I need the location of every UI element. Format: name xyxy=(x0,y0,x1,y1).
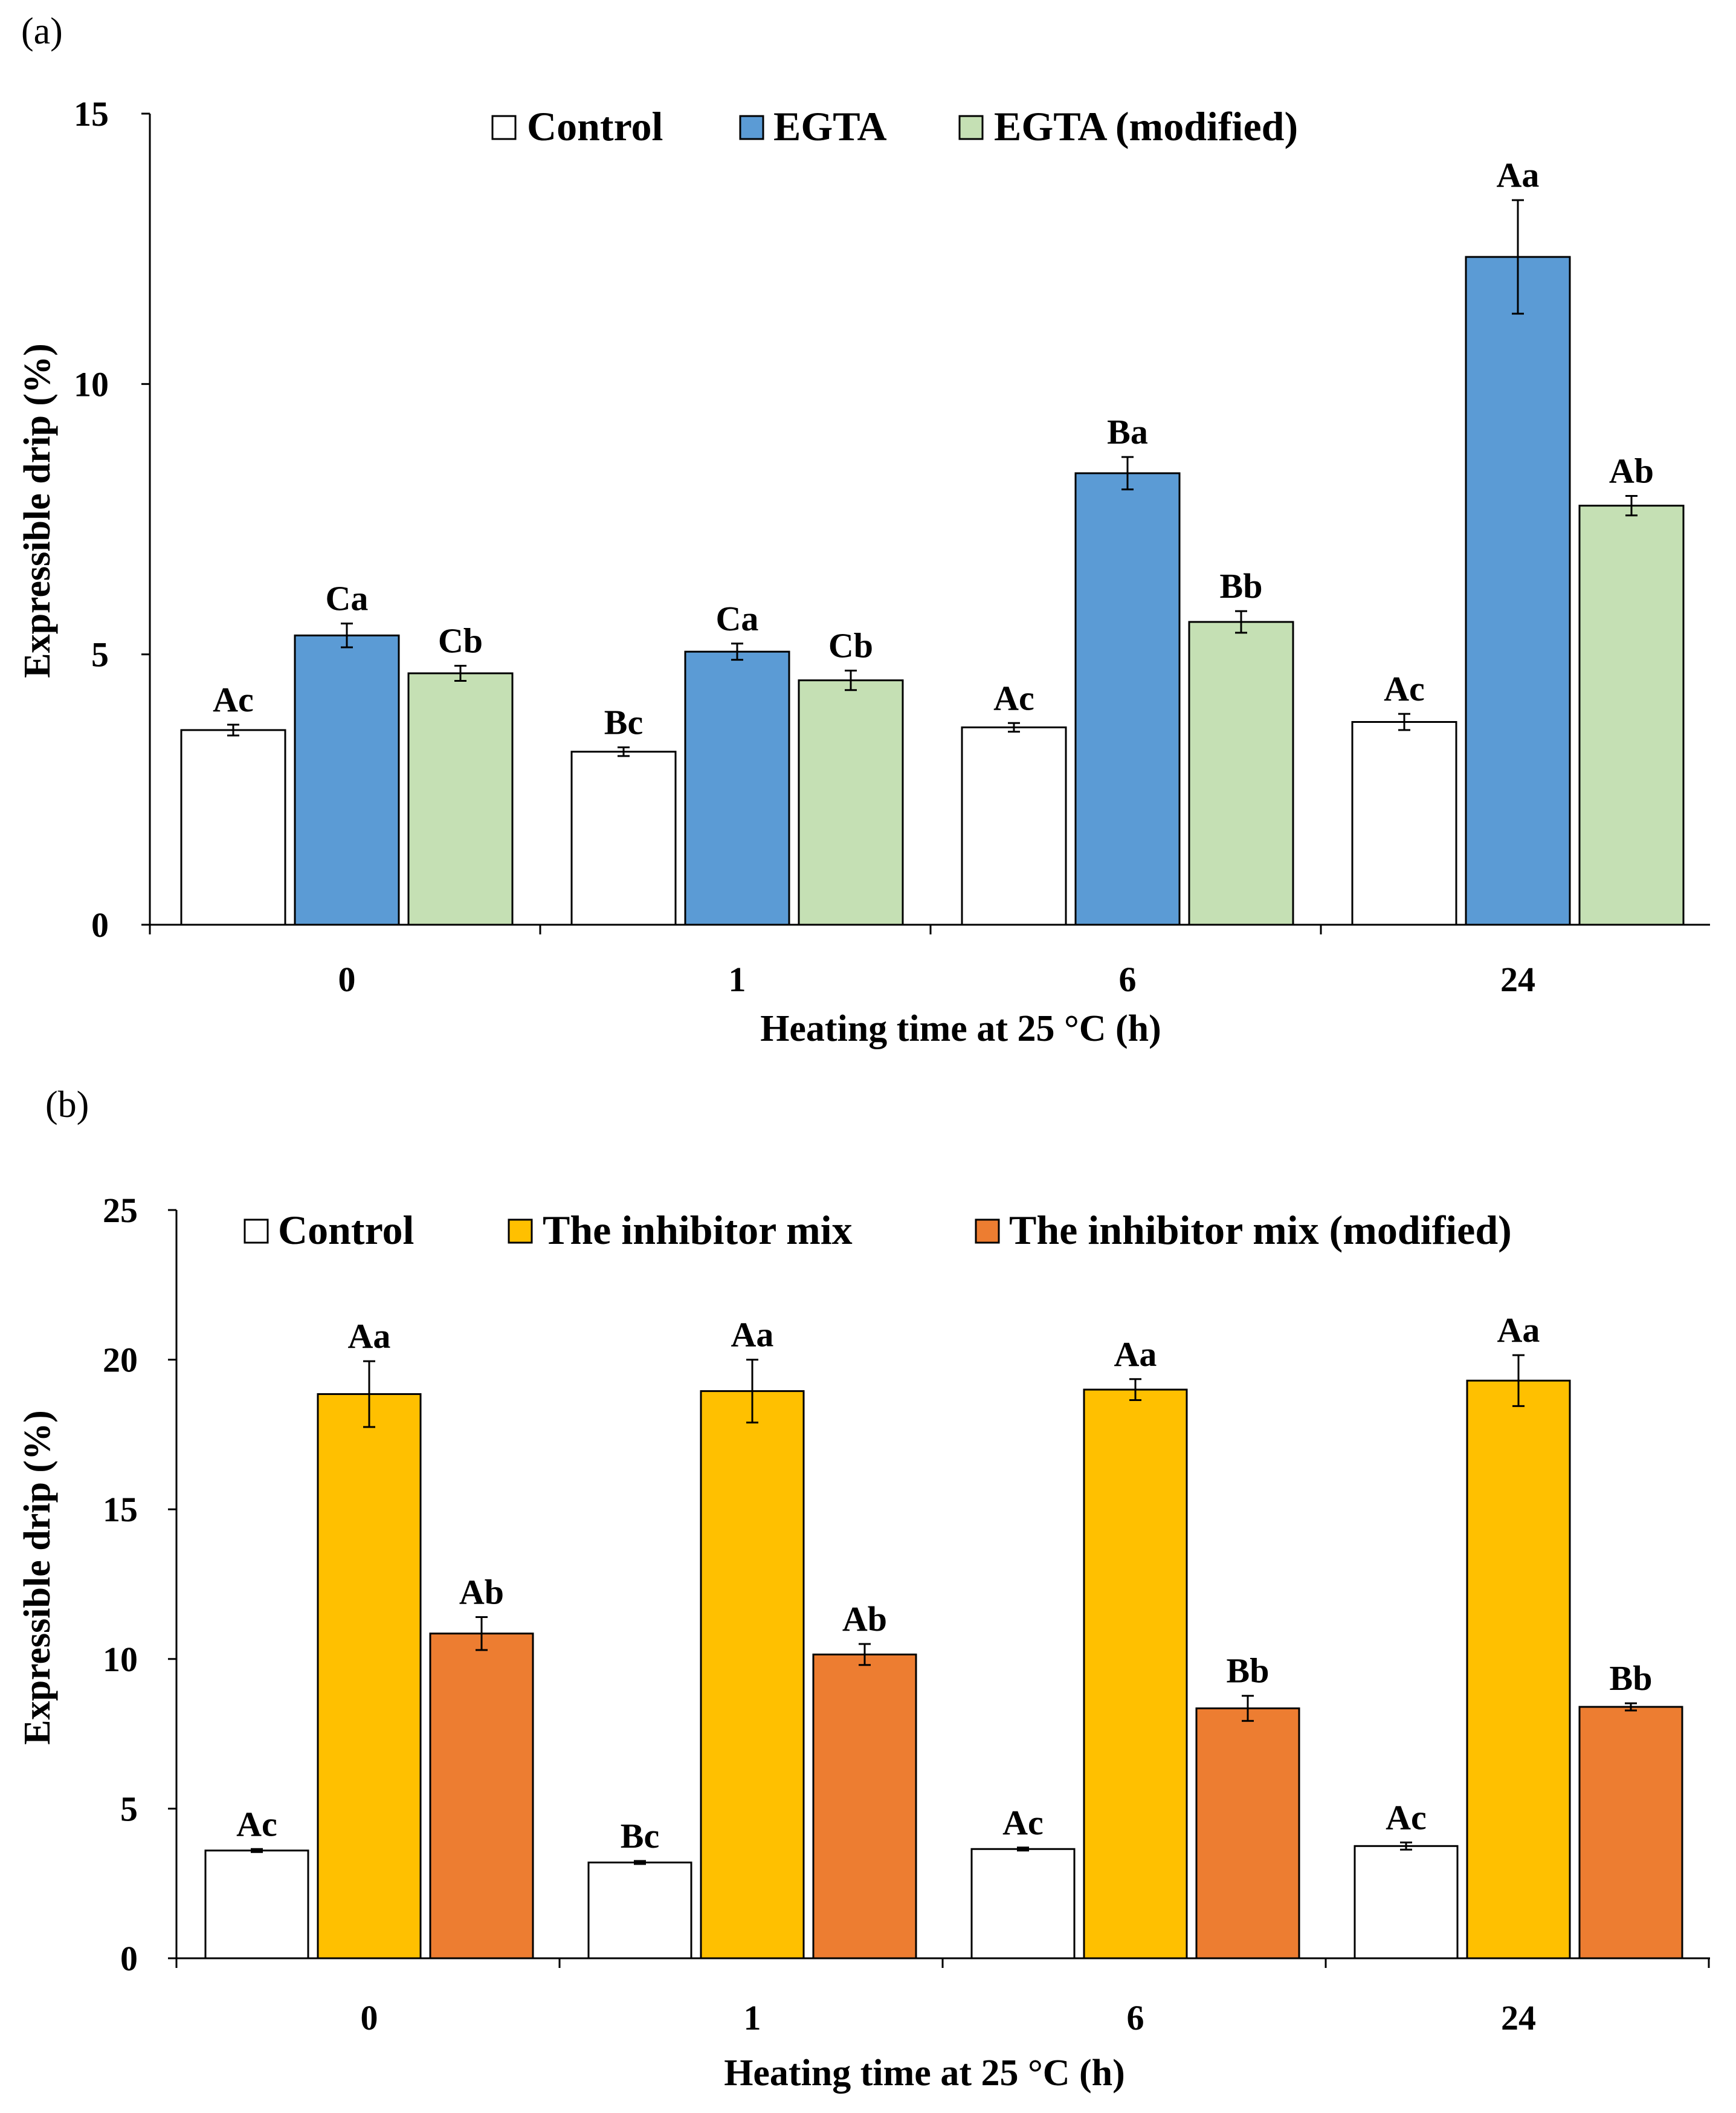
y-tick-label-b: 10 xyxy=(103,1640,138,1679)
legend-a: Control EGTA EGTA (modified) xyxy=(491,103,1298,149)
significance-label-a: Ca xyxy=(326,579,369,618)
x-tick-label-b: 24 xyxy=(1501,1998,1536,2037)
significance-label-a: Ca xyxy=(716,599,759,638)
significance-label-a: Ac xyxy=(213,680,254,719)
x-tick-label-b: 0 xyxy=(361,1998,378,2037)
bar-b-s0-c3 xyxy=(1354,1845,1459,1959)
legend-swatch-control-a xyxy=(491,115,517,140)
significance-label-a: Bb xyxy=(1220,566,1263,606)
significance-label-a: Ab xyxy=(1609,451,1654,491)
legend-label-inhibitor-mix: The inhibitor mix xyxy=(543,1207,853,1253)
significance-label-a: Cb xyxy=(438,621,483,660)
panel-label-b: (b) xyxy=(45,1084,89,1125)
significance-label-b: Ac xyxy=(1386,1798,1427,1837)
significance-label-a: Cb xyxy=(828,626,873,665)
legend-label-inhibitor-mix-modified: The inhibitor mix (modified) xyxy=(1009,1207,1512,1253)
significance-label-a: Bc xyxy=(604,703,643,742)
bar-b-s2-c0 xyxy=(429,1632,534,1959)
y-tick-label-b: 5 xyxy=(120,1789,138,1828)
legend-swatch-inhibitor-mix-modified xyxy=(975,1218,1000,1244)
x-tick-label-b: 1 xyxy=(744,1998,761,2037)
bar-a-s0-c1 xyxy=(570,751,677,926)
bar-a-s2-c2 xyxy=(1188,621,1294,926)
legend-label-control-b: Control xyxy=(278,1207,414,1253)
chart-panel-b: (b) Control The inhibitor mix The inhibi… xyxy=(17,1084,1710,2094)
significance-label-b: Bc xyxy=(621,1816,659,1856)
x-tick-label-a: 0 xyxy=(338,960,356,999)
y-tick-label-b: 20 xyxy=(103,1341,138,1380)
bar-a-s1-c1 xyxy=(684,650,790,926)
y-tick-label-a: 5 xyxy=(91,635,109,675)
legend-swatch-egta-modified xyxy=(958,115,984,140)
significance-label-a: Aa xyxy=(1497,155,1540,195)
significance-label-b: Bb xyxy=(1610,1658,1653,1698)
significance-label-b: Aa xyxy=(348,1316,391,1356)
legend-swatch-egta xyxy=(739,115,764,140)
y-tick-label-a: 10 xyxy=(74,364,109,404)
significance-label-b: Bb xyxy=(1227,1651,1270,1691)
bar-a-s2-c3 xyxy=(1578,505,1685,926)
bar-b-s0-c2 xyxy=(970,1848,1076,1959)
y-axis-title-a: Expressible drip (%) xyxy=(17,343,58,678)
bar-a-s0-c3 xyxy=(1351,721,1457,926)
chart-panel-a: (a) Control EGTA EGTA (modified) Heating… xyxy=(17,11,1710,1049)
x-tick-label-a: 1 xyxy=(729,960,746,999)
significance-label-b: Aa xyxy=(1114,1335,1157,1374)
bar-b-s1-c3 xyxy=(1466,1379,1571,1959)
bar-a-s0-c2 xyxy=(961,726,1067,926)
significance-label-a: Ac xyxy=(1384,669,1425,708)
y-axis-title-b: Expressible drip (%) xyxy=(17,1410,58,1744)
x-tick-label-b: 6 xyxy=(1127,1998,1144,2037)
legend-swatch-inhibitor-mix xyxy=(508,1218,533,1244)
x-axis-title-a: Heating time at 25 °C (h) xyxy=(760,1008,1161,1049)
bar-a-s1-c3 xyxy=(1465,256,1571,926)
bar-a-s2-c0 xyxy=(407,672,514,926)
bar-a-s0-c0 xyxy=(180,729,286,926)
significance-label-b: Ac xyxy=(236,1804,277,1843)
bar-b-s1-c2 xyxy=(1083,1388,1188,1959)
bar-b-s1-c0 xyxy=(317,1393,422,1959)
bar-b-s2-c1 xyxy=(812,1653,917,1959)
significance-label-a: Ac xyxy=(993,678,1034,717)
legend-label-control-a: Control xyxy=(527,103,663,149)
bar-a-s1-c0 xyxy=(294,634,400,926)
y-tick-label-a: 15 xyxy=(74,94,109,134)
bar-a-s2-c1 xyxy=(798,679,904,926)
bar-b-s2-c2 xyxy=(1195,1707,1300,1959)
legend-label-egta: EGTA xyxy=(773,103,887,149)
significance-label-b: Ac xyxy=(1002,1803,1044,1842)
panel-label-a: (a) xyxy=(21,11,63,52)
bar-b-s0-c1 xyxy=(587,1862,692,1959)
significance-label-b: Ab xyxy=(842,1599,887,1639)
y-tick-label-a: 0 xyxy=(91,905,109,945)
bar-b-s2-c3 xyxy=(1578,1706,1683,1959)
significance-label-b: Ab xyxy=(459,1572,504,1611)
bar-a-s1-c2 xyxy=(1074,472,1181,926)
significance-label-b: Aa xyxy=(1497,1310,1540,1350)
y-tick-label-b: 15 xyxy=(103,1490,138,1529)
significance-label-a: Ba xyxy=(1107,412,1148,451)
x-tick-label-a: 24 xyxy=(1500,960,1535,999)
legend-b: Control The inhibitor mix The inhibitor … xyxy=(244,1207,1512,1253)
y-tick-label-b: 0 xyxy=(120,1939,138,1978)
bar-b-s1-c1 xyxy=(700,1390,805,1959)
legend-label-egta-modified: EGTA (modified) xyxy=(994,103,1298,149)
x-tick-label-a: 6 xyxy=(1119,960,1137,999)
legend-swatch-control-b xyxy=(244,1218,269,1244)
x-axis-title-b: Heating time at 25 °C (h) xyxy=(724,2053,1125,2094)
bar-b-s0-c0 xyxy=(204,1849,309,1959)
y-tick-label-b: 25 xyxy=(103,1191,138,1230)
significance-label-b: Aa xyxy=(731,1315,774,1354)
